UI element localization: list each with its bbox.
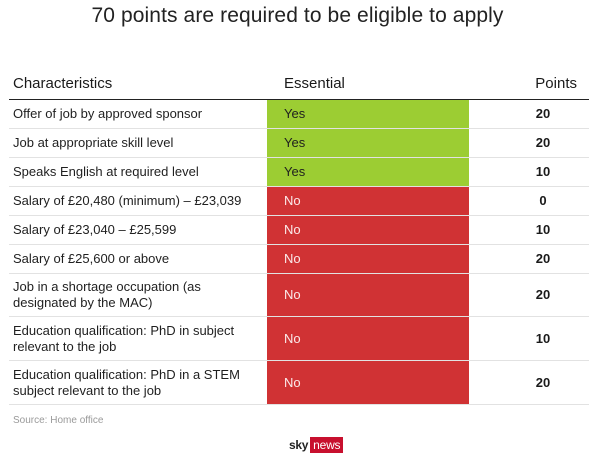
cell-characteristic: Education qualification: PhD in subject …: [13, 322, 235, 354]
cell-characteristic: Job at appropriate skill level: [13, 135, 174, 150]
cell-points: 20: [535, 374, 551, 390]
header-characteristics: Characteristics: [13, 75, 113, 92]
cell-essential: No: [267, 216, 469, 244]
cell-essential: Yes: [267, 129, 469, 157]
cell-points: 20: [535, 251, 551, 266]
essential-value: No: [284, 222, 301, 237]
cell-points: 0: [539, 193, 547, 208]
cell-points: 20: [535, 287, 551, 302]
table-header: Characteristics Essential Points: [9, 69, 589, 100]
essential-value: No: [284, 193, 301, 208]
cell-essential: No: [267, 274, 469, 316]
essential-value: Yes: [284, 106, 306, 121]
table-row: Salary of £23,040 – £25,599 No 10: [9, 216, 589, 245]
cell-characteristic: Salary of £23,040 – £25,599: [13, 222, 177, 237]
table-row: Education qualification: PhD in a STEM s…: [9, 361, 589, 405]
points-table: Characteristics Essential Points Offer o…: [9, 69, 589, 405]
cell-points: 20: [535, 135, 551, 150]
table-row: Salary of £20,480 (minimum) – £23,039 No 0: [9, 187, 589, 216]
cell-characteristic: Salary of £20,480 (minimum) – £23,039: [13, 193, 242, 208]
logo-news: news: [310, 437, 344, 453]
table-body: Offer of job by approved sponsor Yes 20 Job…: [9, 100, 589, 405]
cell-essential: No: [267, 317, 469, 360]
cell-points: 10: [535, 222, 551, 237]
header-essential: Essential: [284, 75, 345, 92]
table-row: Education qualification: PhD in subject …: [9, 317, 589, 361]
cell-points: 20: [535, 106, 551, 121]
cell-essential: No: [267, 187, 469, 215]
essential-value: Yes: [284, 135, 306, 150]
header-points: Points: [535, 75, 577, 92]
cell-characteristic: Salary of £25,600 or above: [13, 251, 170, 266]
source-note: Source: Home office: [13, 415, 104, 426]
cell-essential: Yes: [267, 158, 469, 186]
essential-value: No: [284, 374, 301, 390]
essential-value: No: [284, 287, 301, 302]
table-row: Offer of job by approved sponsor Yes 20: [9, 100, 589, 129]
table-row: Salary of £25,600 or above No 20: [9, 245, 589, 274]
sky-news-logo: sky news: [289, 437, 344, 453]
table-row: Speaks English at required level Yes 10: [9, 158, 589, 187]
cell-characteristic: Education qualification: PhD in a STEM s…: [13, 366, 240, 398]
cell-characteristic: Job in a shortage occupation (as designa…: [13, 279, 201, 310]
cell-essential: Yes: [267, 100, 469, 128]
essential-value: No: [284, 330, 301, 346]
cell-points: 10: [535, 330, 551, 346]
cell-points: 10: [535, 164, 551, 179]
page-title: 70 points are required to be eligible to…: [91, 4, 504, 27]
cell-characteristic: Offer of job by approved sponsor: [13, 106, 203, 121]
essential-value: No: [284, 251, 301, 266]
essential-value: Yes: [284, 164, 306, 179]
cell-essential: No: [267, 361, 469, 404]
logo-sky: sky: [289, 438, 309, 452]
cell-characteristic: Speaks English at required level: [13, 164, 199, 179]
table-row: Job in a shortage occupation (as designa…: [9, 274, 589, 317]
cell-essential: No: [267, 245, 469, 273]
table-row: Job at appropriate skill level Yes 20: [9, 129, 589, 158]
